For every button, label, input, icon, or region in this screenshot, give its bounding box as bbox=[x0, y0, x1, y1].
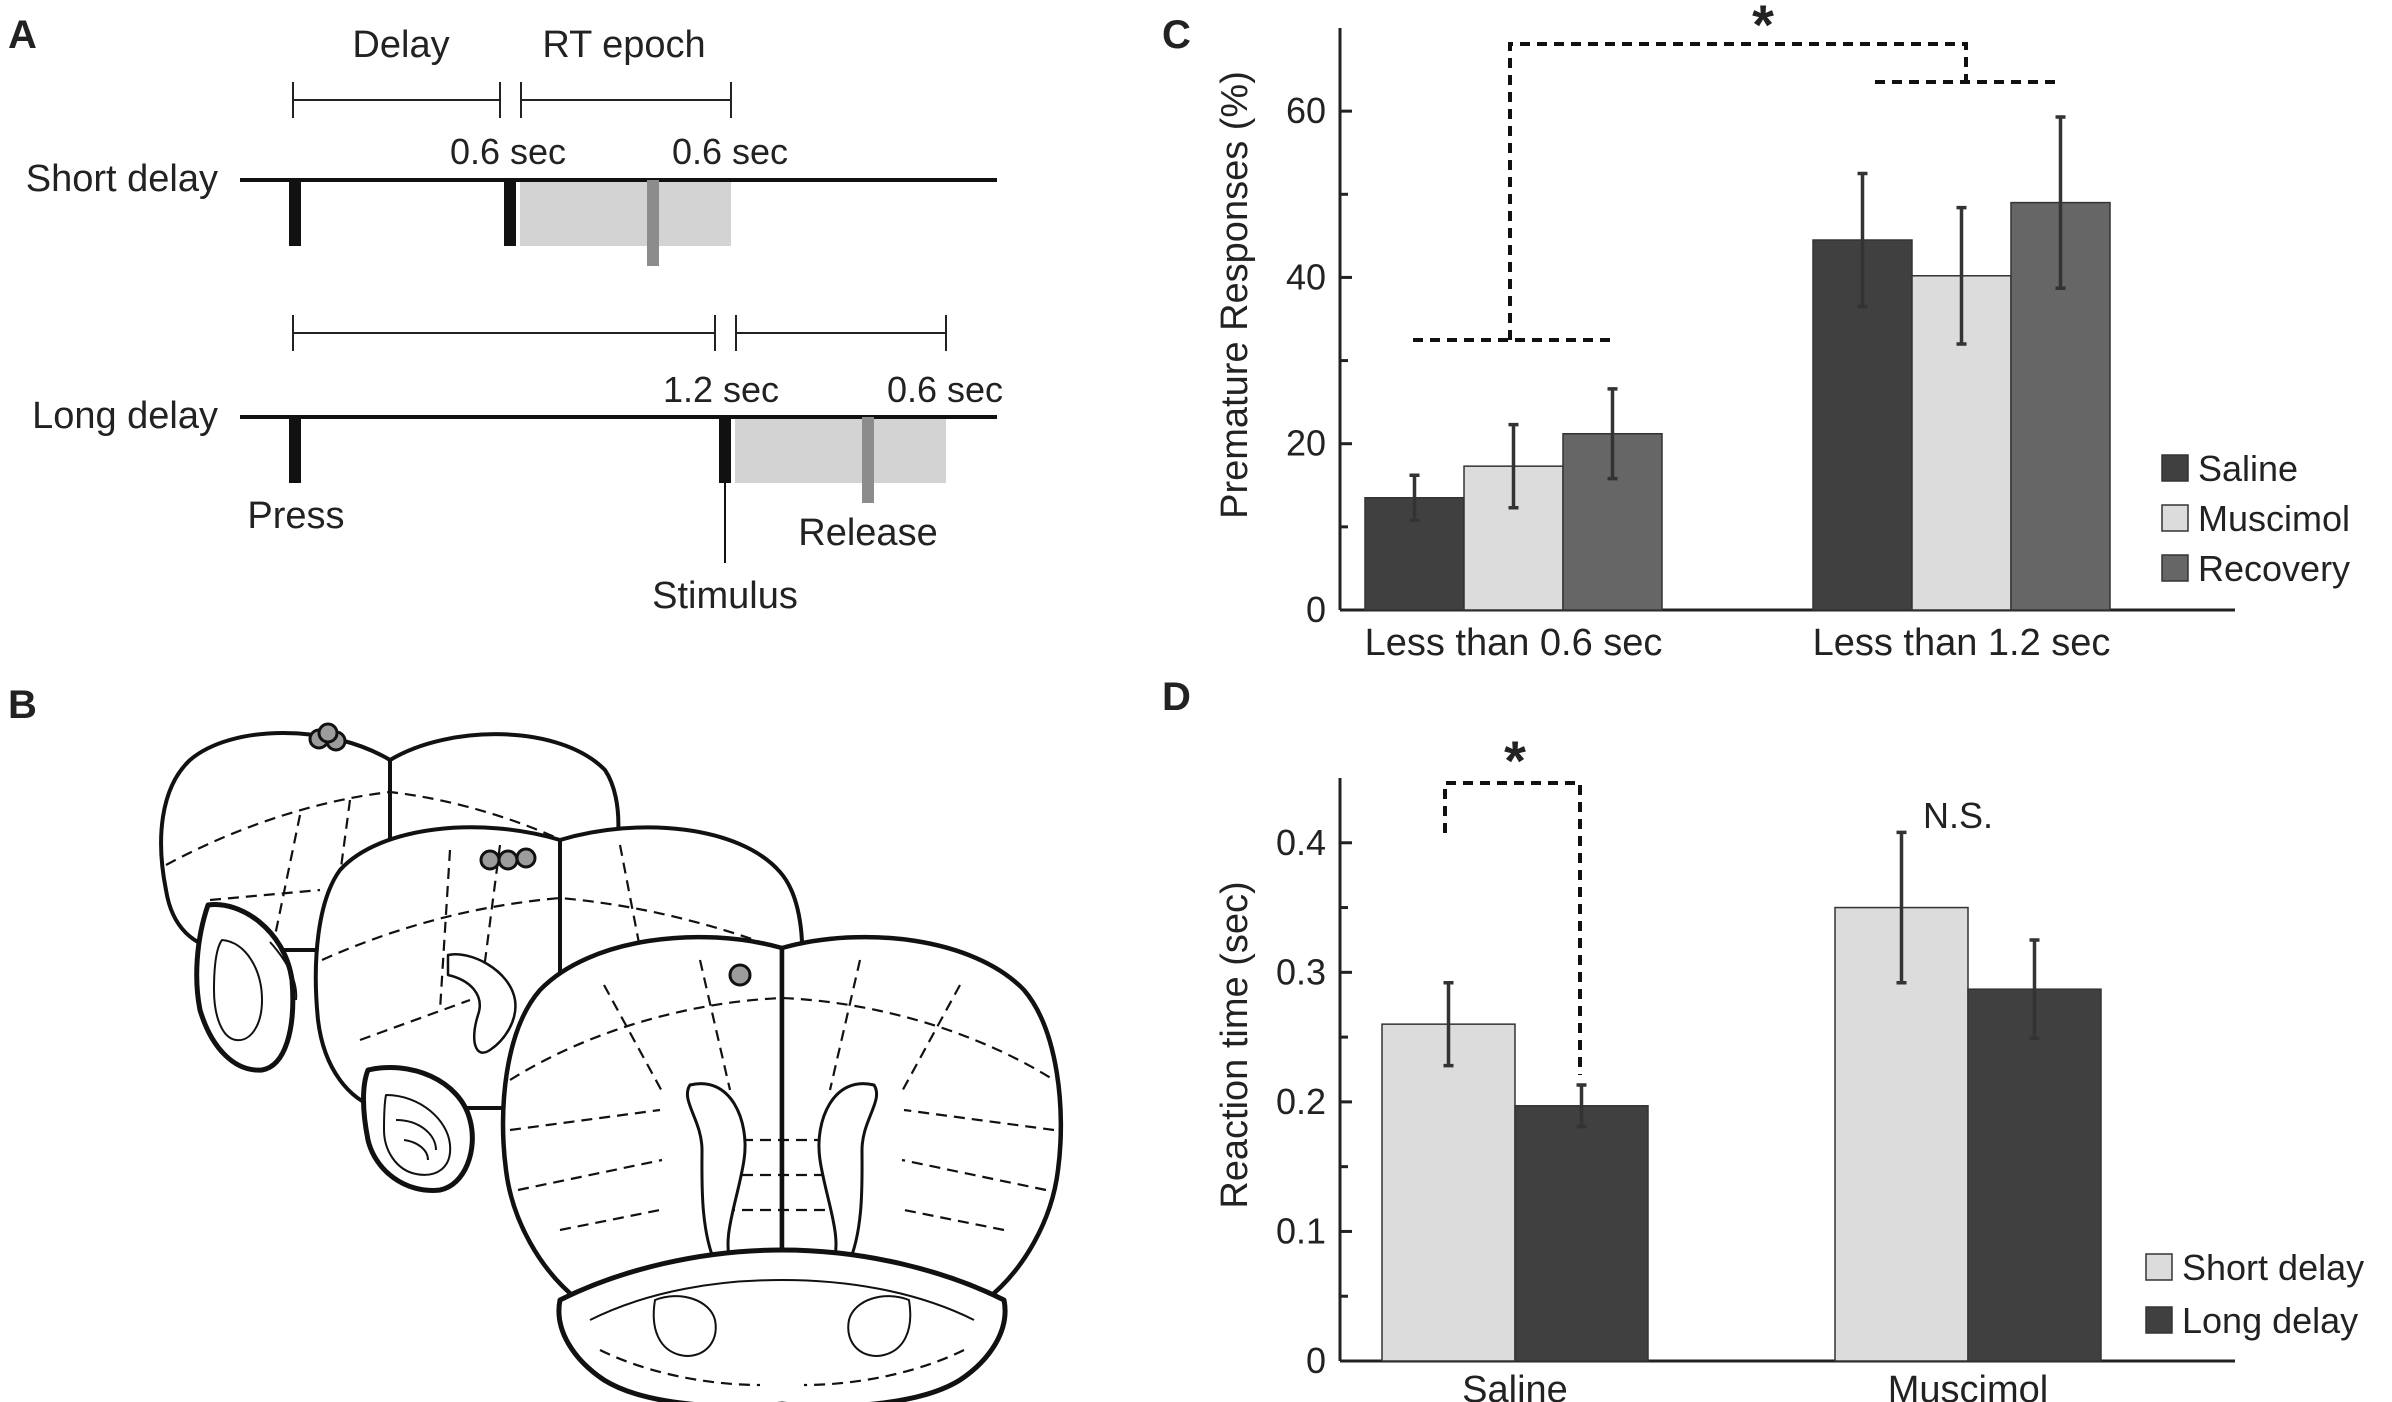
error-bar-short-delay-muscimol bbox=[1896, 830, 1907, 985]
x-category-label: Muscimol bbox=[1888, 1369, 2048, 1402]
long-rt-epoch-box bbox=[735, 417, 946, 483]
bar-long-delay-muscimol bbox=[1967, 988, 2102, 1362]
short-delay-label: Short delay bbox=[26, 158, 218, 200]
short-delay-value: 0.6 sec bbox=[450, 131, 566, 172]
brain-section-2 bbox=[313, 825, 805, 1193]
y-tick-label: 0.1 bbox=[1276, 1210, 1326, 1251]
y-tick-label: 0.3 bbox=[1276, 951, 1326, 992]
injection-site-marker bbox=[497, 849, 519, 871]
significance-bracket-d bbox=[1443, 781, 1582, 1075]
long-stimulus-mark bbox=[719, 417, 731, 483]
legend-label-short-delay: Short delay bbox=[2182, 1247, 2364, 1288]
injection-sites bbox=[308, 722, 752, 987]
press-label: Press bbox=[247, 495, 344, 537]
significance-star-d: * bbox=[1504, 729, 1526, 792]
chart-d-ylabel: Reaction time (sec) bbox=[1214, 881, 1256, 1208]
panel-a-timeline: Delay RT epoch Short delay Long delay 0.… bbox=[26, 24, 1003, 617]
short-press-mark bbox=[289, 180, 301, 246]
bar-long-delay-saline bbox=[1514, 1105, 1649, 1362]
legend-swatch-short-delay bbox=[2145, 1253, 2173, 1281]
significance-star-c: * bbox=[1752, 0, 1774, 56]
injection-site-marker bbox=[728, 963, 752, 987]
y-tick-label: 60 bbox=[1286, 90, 1326, 131]
error-bar-short-delay-saline bbox=[1443, 980, 1454, 1068]
short-release-mark bbox=[647, 180, 659, 266]
x-category-label: Less than 0.6 sec bbox=[1365, 622, 1663, 664]
long-delay-label: Long delay bbox=[32, 395, 218, 437]
long-press-mark bbox=[289, 417, 301, 483]
delay-label: Delay bbox=[352, 24, 449, 66]
injection-site-marker bbox=[317, 722, 339, 744]
legend-swatch-long-delay bbox=[2145, 1306, 2173, 1334]
legend-label-saline: Saline bbox=[2198, 448, 2298, 489]
stimulus-label: Stimulus bbox=[652, 575, 798, 617]
not-significant-label: N.S. bbox=[1923, 795, 1993, 836]
legend-label-recovery: Recovery bbox=[2198, 548, 2350, 589]
error-bar-saline-less-than-0-6-sec bbox=[1409, 473, 1420, 522]
reaction-time-chart: Reaction time (sec) 0 0.1 0.2 0.3 0.4 Saline… bbox=[1214, 729, 2364, 1402]
error-bar-recovery-less-than-1-2-sec bbox=[2055, 115, 2066, 290]
short-rt-epoch-box bbox=[520, 180, 731, 246]
legend-swatch-recovery bbox=[2161, 554, 2189, 582]
error-bar-muscimol-less-than-0-6-sec bbox=[1508, 422, 1519, 510]
panel-label-a: A bbox=[8, 13, 37, 57]
chart-c-ylabel: Premature Responses (%) bbox=[1214, 71, 1256, 519]
x-category-label: Less than 1.2 sec bbox=[1813, 622, 2111, 664]
legend-label-long-delay: Long delay bbox=[2182, 1300, 2358, 1341]
injection-site-marker bbox=[479, 849, 501, 871]
panel-label-d: D bbox=[1162, 675, 1191, 719]
legend-label-muscimol: Muscimol bbox=[2198, 498, 2350, 539]
rt-epoch-label: RT epoch bbox=[542, 24, 705, 66]
y-tick-label: 40 bbox=[1286, 256, 1326, 297]
legend-swatch-muscimol bbox=[2161, 504, 2189, 532]
long-delay-value: 1.2 sec bbox=[663, 369, 779, 410]
error-bar-long-delay-saline bbox=[1576, 1083, 1587, 1129]
brain-section-3 bbox=[500, 934, 1064, 1402]
short-stimulus-mark bbox=[504, 180, 516, 246]
legend-swatch-saline bbox=[2161, 454, 2189, 482]
x-category-label: Saline bbox=[1462, 1369, 1568, 1402]
panel-label-b: B bbox=[8, 683, 37, 727]
long-release-mark bbox=[862, 417, 874, 503]
panel-b-brain-sections bbox=[159, 722, 1064, 1402]
y-tick-label: 0 bbox=[1306, 1340, 1326, 1381]
bar-short-delay-saline bbox=[1381, 1023, 1516, 1362]
short-rt-value: 0.6 sec bbox=[672, 131, 788, 172]
y-tick-label: 0.4 bbox=[1276, 822, 1326, 863]
y-tick-label: 0.2 bbox=[1276, 1081, 1326, 1122]
premature-responses-chart: Premature Responses (%) 0 20 40 60 Less tha… bbox=[1214, 0, 2350, 664]
error-bar-long-delay-muscimol bbox=[2029, 938, 2040, 1041]
injection-site-marker bbox=[515, 847, 537, 869]
y-tick-label: 20 bbox=[1286, 423, 1326, 464]
error-bar-recovery-less-than-0-6-sec bbox=[1607, 387, 1618, 481]
long-rt-value: 0.6 sec bbox=[887, 369, 1003, 410]
error-bar-muscimol-less-than-1-2-sec bbox=[1956, 205, 1967, 346]
error-bar-saline-less-than-1-2-sec bbox=[1857, 171, 1868, 309]
release-label: Release bbox=[798, 512, 937, 554]
significance-bracket bbox=[1413, 42, 2058, 342]
panel-label-c: C bbox=[1162, 13, 1191, 57]
y-tick-label: 0 bbox=[1306, 589, 1326, 630]
